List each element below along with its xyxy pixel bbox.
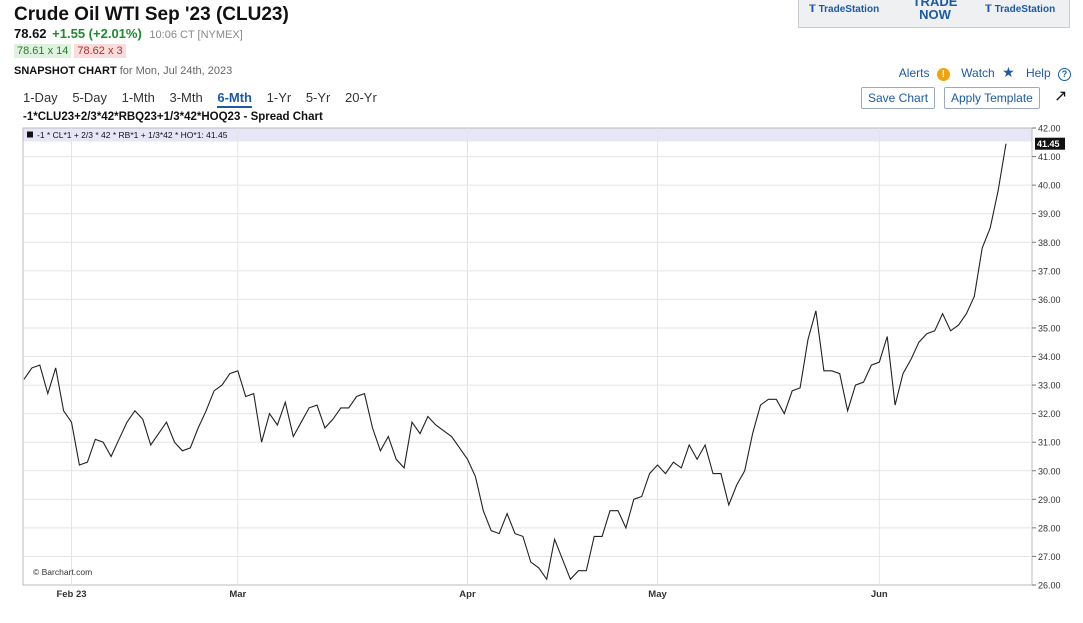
alerts-link[interactable]: Alerts ! [895, 66, 950, 81]
period-5-day[interactable]: 5-Day [72, 90, 107, 105]
x-tick-label: Mar [229, 589, 246, 600]
alert-icon: ! [936, 68, 950, 81]
y-tick-label: 26.00 [1038, 581, 1061, 591]
help-icon: ? [1058, 68, 1071, 81]
period-20-yr[interactable]: 20-Yr [345, 90, 377, 105]
y-tick-label: 38.00 [1038, 238, 1061, 248]
y-tick-label: 32.00 [1038, 409, 1061, 419]
y-tick-label: 42.00 [1038, 124, 1061, 134]
period-5-yr[interactable]: 5-Yr [305, 90, 331, 105]
y-tick-label: 29.00 [1038, 495, 1061, 505]
period-selector: 1-Day 5-Day 1-Mth 3-Mth 6-Mth 1-Yr 5-Yr … [23, 90, 388, 108]
price-line: 78.62 +1.55 (+2.01%) 10:06 CT [NYMEX] [14, 26, 243, 41]
ad-trade-now[interactable]: TRADE NOW [903, 0, 967, 21]
price-change: +1.55 (+2.01%) [52, 26, 142, 41]
save-chart-button[interactable]: Save Chart [861, 87, 936, 109]
x-tick-label: Jun [871, 589, 888, 600]
ad-brand-right-text: TradeStation [994, 4, 1056, 15]
x-tick-label: Feb 23 [56, 589, 86, 600]
y-tick-label: 28.00 [1038, 523, 1061, 533]
spread-chart: 42.00 41.00 40.00 39.00 38.00 37.00 36.00 35.00… [22, 124, 1065, 600]
period-1-day[interactable]: 1-Day [23, 90, 58, 105]
legend-band [23, 128, 1032, 142]
legend-text: -1 * CL*1 + 2/3 * 42 * RB*1 + 1/3*42 * H… [37, 130, 228, 140]
apply-template-button[interactable]: Apply Template [944, 87, 1040, 109]
tradestation-ad[interactable]: 𝗧 TradeStation TRADE NOW 𝗧 TradeStation [798, 0, 1070, 28]
snapshot-label: SNAPSHOT CHART [14, 65, 117, 77]
y-tick-label: 30.00 [1038, 466, 1061, 476]
ask-badge: 78.62 x 3 [74, 44, 126, 58]
x-tick-label: May [648, 589, 667, 600]
expand-icon[interactable]: ↗ [1054, 88, 1068, 105]
period-6-mth[interactable]: 6-Mth [217, 90, 253, 108]
period-3-mth[interactable]: 3-Mth [169, 90, 203, 105]
x-tick-label: Apr [459, 589, 476, 600]
y-tick-label: 27.00 [1038, 552, 1061, 562]
chart-tools: Alerts ! Watch ★ Help ? [891, 64, 1071, 81]
y-tick-label: 40.00 [1038, 181, 1061, 191]
y-tick-label: 31.00 [1038, 438, 1061, 448]
help-label: Help [1025, 66, 1051, 80]
bid-ask: 78.61 x 14 78.62 x 3 [14, 44, 126, 58]
last-value-badge [1035, 137, 1065, 150]
watermark: © Barchart.com [33, 567, 92, 577]
quote-time: 10:06 CT [NYMEX] [149, 29, 243, 41]
chart-title: -1*CLU23+2/3*42*RBQ23+1/3*42*HOQ23 - Spr… [23, 111, 323, 123]
ad-cta-line1: TRADE [912, 0, 958, 9]
snapshot-date: for Mon, Jul 24th, 2023 [119, 65, 233, 77]
help-link[interactable]: Help ? [1022, 66, 1071, 81]
snapshot-line: SNAPSHOT CHART for Mon, Jul 24th, 2023 [14, 65, 232, 77]
last-value-label: 41.45 [1037, 139, 1060, 149]
star-icon: ★ [1002, 64, 1015, 80]
page-title: Crude Oil WTI Sep '23 (CLU23) [14, 4, 289, 25]
y-tick-label: 35.00 [1038, 323, 1061, 333]
y-tick-label: 33.00 [1038, 381, 1061, 391]
legend-swatch [27, 131, 33, 138]
alerts-label: Alerts [898, 66, 930, 80]
ad-brand-right: 𝗧 TradeStation [985, 4, 1056, 15]
period-1-yr[interactable]: 1-Yr [266, 90, 292, 105]
watch-label: Watch [961, 66, 995, 80]
y-tick-label: 37.00 [1038, 266, 1061, 276]
y-tick-label: 36.00 [1038, 295, 1061, 305]
bid-badge: 78.61 x 14 [14, 44, 72, 58]
y-tick-label: 41.00 [1038, 152, 1061, 162]
ad-brand-left-text: TradeStation [818, 4, 880, 15]
ad-cta-line2: NOW [919, 7, 951, 22]
ad-brand-left: 𝗧 TradeStation [809, 4, 880, 15]
last-price: 78.62 [14, 26, 47, 41]
watch-link[interactable]: Watch ★ [957, 64, 1015, 80]
period-1-mth[interactable]: 1-Mth [121, 90, 155, 105]
series-line [23, 143, 1007, 581]
y-tick-label: 39.00 [1038, 209, 1061, 219]
y-tick-label: 34.00 [1038, 352, 1061, 362]
